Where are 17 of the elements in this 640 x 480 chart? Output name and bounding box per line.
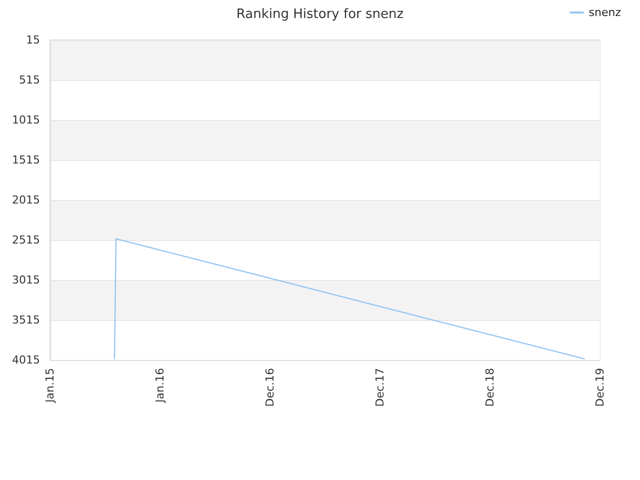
y-tick-label: 1015	[12, 114, 40, 126]
x-tick-label: Dec.16	[264, 368, 276, 407]
y-tick-label: 1515	[12, 154, 40, 166]
x-tick-label: Dec.18	[484, 368, 496, 407]
y-tick-label: 515	[19, 74, 40, 86]
y-tick-label: 3515	[12, 314, 40, 326]
y-tick-label: 3015	[12, 274, 40, 286]
x-tick-label: Dec.19	[594, 368, 606, 407]
legend-label: snenz	[588, 6, 622, 19]
y-tick-label: 15	[26, 34, 40, 46]
y-tick-label: 2015	[12, 194, 40, 206]
x-tick-label: Jan.15	[44, 368, 56, 404]
x-tick-label: Dec.17	[374, 368, 386, 407]
y-tick-label: 2515	[12, 234, 40, 246]
x-tick-label: Jan.16	[154, 368, 166, 404]
y-tick-label: 4015	[12, 354, 40, 366]
chart-title: Ranking History for snenz	[236, 7, 404, 22]
